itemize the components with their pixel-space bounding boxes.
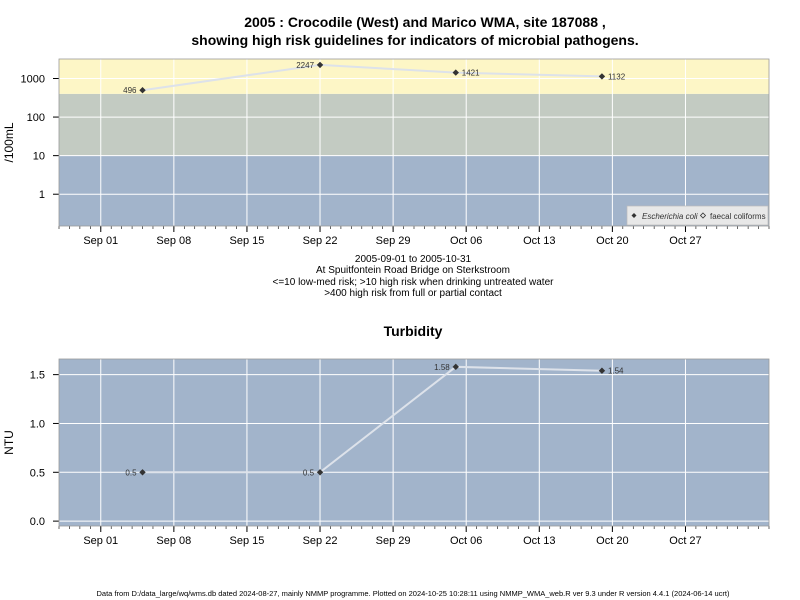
x-tick-label: Oct 13 — [523, 235, 555, 247]
data-label: 1132 — [608, 72, 626, 81]
data-label: 496 — [123, 86, 137, 95]
data-point — [598, 73, 606, 80]
x-tick-label: Sep 15 — [230, 535, 265, 547]
note-date-range: 2005-09-01 to 2005-10-31 — [355, 254, 472, 265]
data-point — [452, 69, 459, 76]
y-axis-label: NTU — [2, 430, 16, 455]
note-contact-risk: >400 high risk from full or partial cont… — [324, 288, 502, 299]
panel-frame — [58, 58, 770, 227]
x-tick-label: Sep 08 — [156, 235, 191, 247]
chart-title-line2: showing high risk guidelines for indicat… — [191, 32, 638, 48]
data-point — [316, 61, 324, 69]
y-tick-label: 1.0 — [30, 418, 45, 430]
panel-frame — [58, 358, 770, 527]
y-tick-label: 0.0 — [30, 516, 45, 528]
x-tick-label: Sep 29 — [376, 235, 411, 247]
y-tick-label: 100 — [27, 112, 45, 124]
data-label: 0.5 — [303, 468, 315, 477]
legend-label-ecoli: Escherichia coli — [642, 212, 698, 221]
data-label: 1.54 — [608, 367, 624, 376]
x-tick-label: Sep 29 — [376, 535, 411, 547]
y-tick-label: 10 — [33, 151, 45, 163]
x-tick-label: Oct 27 — [669, 235, 701, 247]
risk-band-1 — [59, 93, 769, 156]
chart-title-line1: 2005 : Crocodile (West) and Marico WMA, … — [244, 14, 606, 30]
legend-box — [626, 205, 769, 226]
data-label: 1421 — [462, 69, 480, 78]
y-tick-label: 1 — [39, 189, 45, 201]
y-tick-label: 1.5 — [30, 370, 45, 382]
x-tick-label: Oct 20 — [596, 535, 628, 547]
legend-marker-faecal — [699, 212, 707, 219]
data-point — [598, 367, 606, 374]
footer-text: Data from D:/data_large/wq/wms.db dated … — [97, 589, 730, 598]
data-label: 0.5 — [125, 468, 137, 477]
data-point — [316, 469, 324, 476]
x-tick-label: Oct 20 — [596, 235, 628, 247]
y-tick-label: 1000 — [21, 73, 45, 85]
x-tick-label: Sep 08 — [156, 535, 191, 547]
turbidity-title: Turbidity — [384, 323, 443, 339]
data-label: 1.58 — [434, 363, 450, 372]
microbial-panel: Sep 01 Sep 08 Sep 15 Sep 22 Sep 29 Oct 06 Oct … — [2, 58, 770, 247]
data-label: 2247 — [296, 61, 314, 70]
series-line — [142, 365, 602, 474]
x-tick-label: Oct 06 — [450, 235, 482, 247]
series-line — [142, 63, 602, 92]
note-drinking-risk: <=10 low-med risk; >10 high risk when dr… — [273, 277, 555, 288]
data-point — [452, 363, 459, 371]
risk-band-2 — [59, 59, 769, 94]
y-axis-label: /100mL — [2, 122, 16, 162]
x-tick-label: Sep 01 — [83, 235, 118, 247]
legend-label-faecal: faecal coliforms — [710, 212, 766, 221]
panel-background — [59, 359, 769, 526]
y-tick-label: 0.5 — [30, 467, 45, 479]
legend-marker-ecoli — [631, 213, 637, 218]
data-point — [139, 469, 146, 476]
x-tick-label: Oct 06 — [450, 535, 482, 547]
x-tick-label: Sep 22 — [303, 535, 338, 547]
x-tick-label: Oct 13 — [523, 535, 555, 547]
x-tick-label: Sep 22 — [303, 235, 338, 247]
x-tick-label: Oct 27 — [669, 535, 701, 547]
data-point — [139, 87, 146, 94]
x-tick-label: Sep 01 — [83, 535, 118, 547]
turbidity-panel: Sep 01 Sep 08 Sep 15 Sep 22 Sep 29 Oct 06 Oct … — [2, 358, 770, 547]
note-site: At Spuitfontein Road Bridge on Sterkstro… — [316, 265, 510, 276]
x-tick-label: Sep 15 — [230, 235, 265, 247]
